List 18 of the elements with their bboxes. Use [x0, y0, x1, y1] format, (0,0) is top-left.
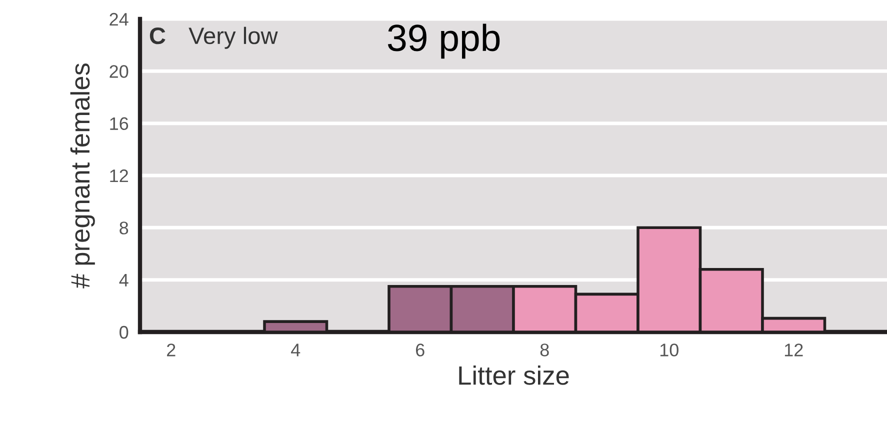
x-tick-label: 4 — [291, 344, 300, 356]
y-tick-label: 20 — [110, 65, 128, 78]
y-tick-label: 24 — [110, 12, 128, 26]
y-tick-label: 8 — [120, 222, 128, 234]
annotation: 39 ppb — [388, 24, 500, 59]
y-tick-label: 0 — [120, 326, 128, 339]
y-tick-label: 16 — [110, 117, 128, 130]
y-tick-label: 4 — [119, 274, 128, 286]
x-tick-label: 8 — [540, 344, 549, 356]
x-tick-label: 2 — [167, 344, 176, 356]
annotation: Very low — [188, 26, 278, 49]
x-tick-label: 12 — [784, 344, 803, 356]
annotation: C — [150, 27, 166, 44]
x-tick-label: 6 — [416, 344, 424, 356]
y-axis-title: # pregnant females — [70, 63, 95, 288]
x-axis-title: Litter size — [459, 366, 569, 385]
y-tick-label: 12 — [110, 169, 128, 182]
x-tick-label: 10 — [660, 344, 678, 356]
